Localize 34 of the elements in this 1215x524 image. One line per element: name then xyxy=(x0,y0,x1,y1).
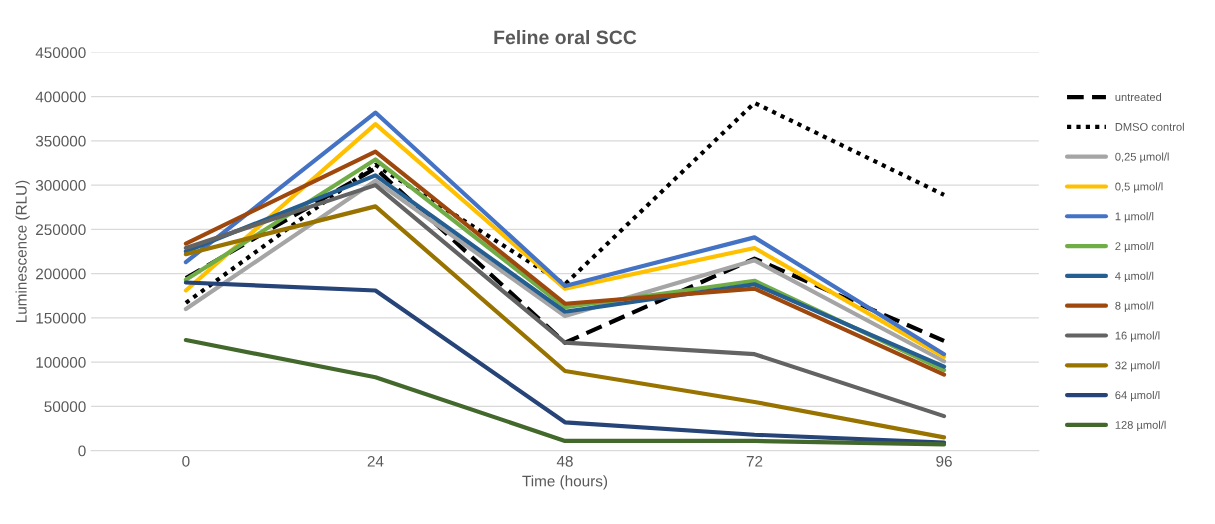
legend-label: 128 µmol/l xyxy=(1115,420,1166,432)
legend-label: 0,5 µmol/l xyxy=(1115,182,1163,193)
chart-title: Feline oral SCC xyxy=(494,29,637,45)
legend-label: 8 µmol/l xyxy=(1115,301,1154,312)
legend-label: 16 µmol/l xyxy=(1115,331,1160,342)
x-tick-label: 0 xyxy=(182,455,190,467)
y-tick-label: 250000 xyxy=(36,224,86,236)
line-series xyxy=(183,204,947,440)
x-tick-label: 24 xyxy=(367,455,384,467)
y-tick-label: 400000 xyxy=(35,91,86,103)
legend-label: 1 µmol/l xyxy=(1115,212,1154,223)
y-tick-label: 350000 xyxy=(35,135,86,147)
line-series xyxy=(183,337,947,447)
legend-label: 32 µmol/l xyxy=(1115,361,1160,372)
x-axis-title: Time (hours) xyxy=(522,475,608,490)
x-tick-label: 48 xyxy=(556,455,573,467)
y-tick-label: 150000 xyxy=(36,312,86,324)
x-tick-label: 72 xyxy=(746,455,763,467)
y-tick-label: 0 xyxy=(78,445,86,457)
legend-label: 0,25 µmol/l xyxy=(1115,152,1169,163)
legend-label: untreated xyxy=(1115,92,1162,102)
legend-label: DMSO control xyxy=(1115,122,1184,131)
line-series xyxy=(183,280,947,445)
line-series xyxy=(183,183,947,419)
y-tick-label: 50000 xyxy=(44,401,86,413)
y-tick-label: 300000 xyxy=(35,180,86,191)
y-tick-label: 100000 xyxy=(36,357,86,368)
legend-label: 64 µmol/l xyxy=(1115,390,1160,402)
y-tick-label: 200000 xyxy=(36,268,86,280)
y-tick-label: 450000 xyxy=(35,47,86,59)
x-tick-label: 96 xyxy=(936,455,952,467)
legend-label: 4 µmol/l xyxy=(1115,271,1154,283)
y-axis-title: Luminescence (RLU) xyxy=(15,180,30,323)
legend-label: 2 µmol/l xyxy=(1115,241,1154,253)
